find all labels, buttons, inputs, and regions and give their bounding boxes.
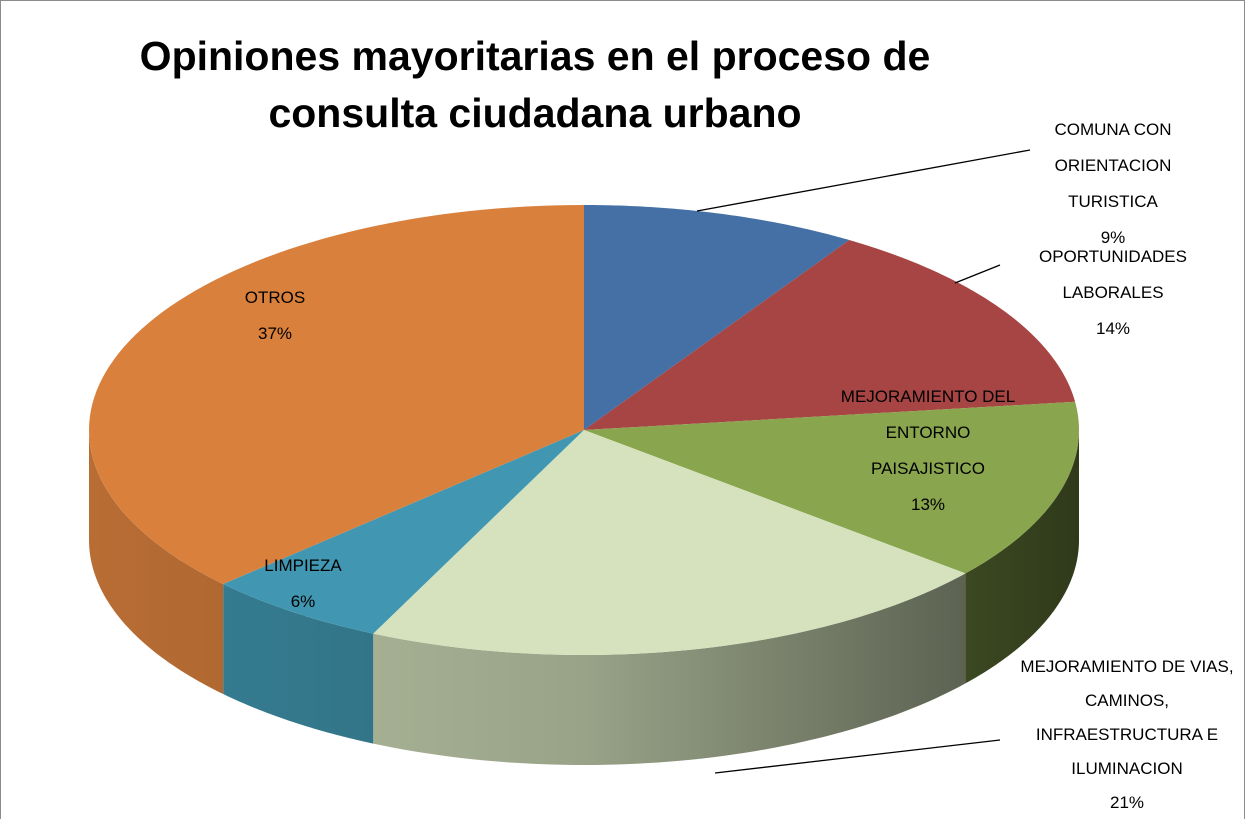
data-label: OPORTUNIDADES LABORALES 14% — [1026, 239, 1201, 347]
value-label: 37% — [257, 324, 293, 343]
value-label: 14% — [1095, 319, 1131, 338]
leader-line — [696, 149, 1031, 212]
category-name: OTROS — [244, 288, 306, 307]
slice — [584, 401, 1079, 574]
slice-side — [965, 430, 1079, 684]
slice-side — [223, 584, 374, 744]
slice-side — [89, 430, 224, 695]
slice — [373, 430, 966, 655]
category-name: LIMPIEZA — [264, 556, 342, 575]
category-name: MEJORAMIENTO DE VIAS, CAMINOS, INFRAESTR… — [1020, 657, 1234, 778]
category-name: OPORTUNIDADES LABORALES — [1039, 247, 1187, 302]
value-label: 13% — [910, 495, 946, 514]
leader-line — [954, 264, 1001, 284]
slice — [89, 205, 584, 585]
slice-side — [373, 573, 966, 765]
value-label: 9% — [1100, 228, 1126, 247]
slice — [584, 240, 1076, 430]
value-label: 21% — [1109, 793, 1145, 812]
chart-title: Opiniones mayoritarias en el proceso de … — [139, 33, 931, 136]
category-name: COMUNA CON ORIENTACION TURISTICA — [1054, 120, 1172, 211]
data-label: COMUNA CON ORIENTACION TURISTICA 9% — [1038, 112, 1188, 256]
leader-line — [714, 739, 1001, 774]
data-label: LIMPIEZA 6% — [228, 548, 378, 620]
slice — [584, 205, 850, 430]
data-label: MEJORAMIENTO DEL ENTORNO PAISAJISTICO 13% — [828, 379, 1028, 523]
value-label: 6% — [290, 592, 316, 611]
data-label: MEJORAMIENTO DE VIAS, CAMINOS, INFRAESTR… — [1020, 650, 1235, 819]
slice — [223, 430, 584, 634]
category-name: MEJORAMIENTO DEL ENTORNO PAISAJISTICO — [840, 387, 1016, 478]
data-label: OTROS 37% — [200, 280, 350, 352]
